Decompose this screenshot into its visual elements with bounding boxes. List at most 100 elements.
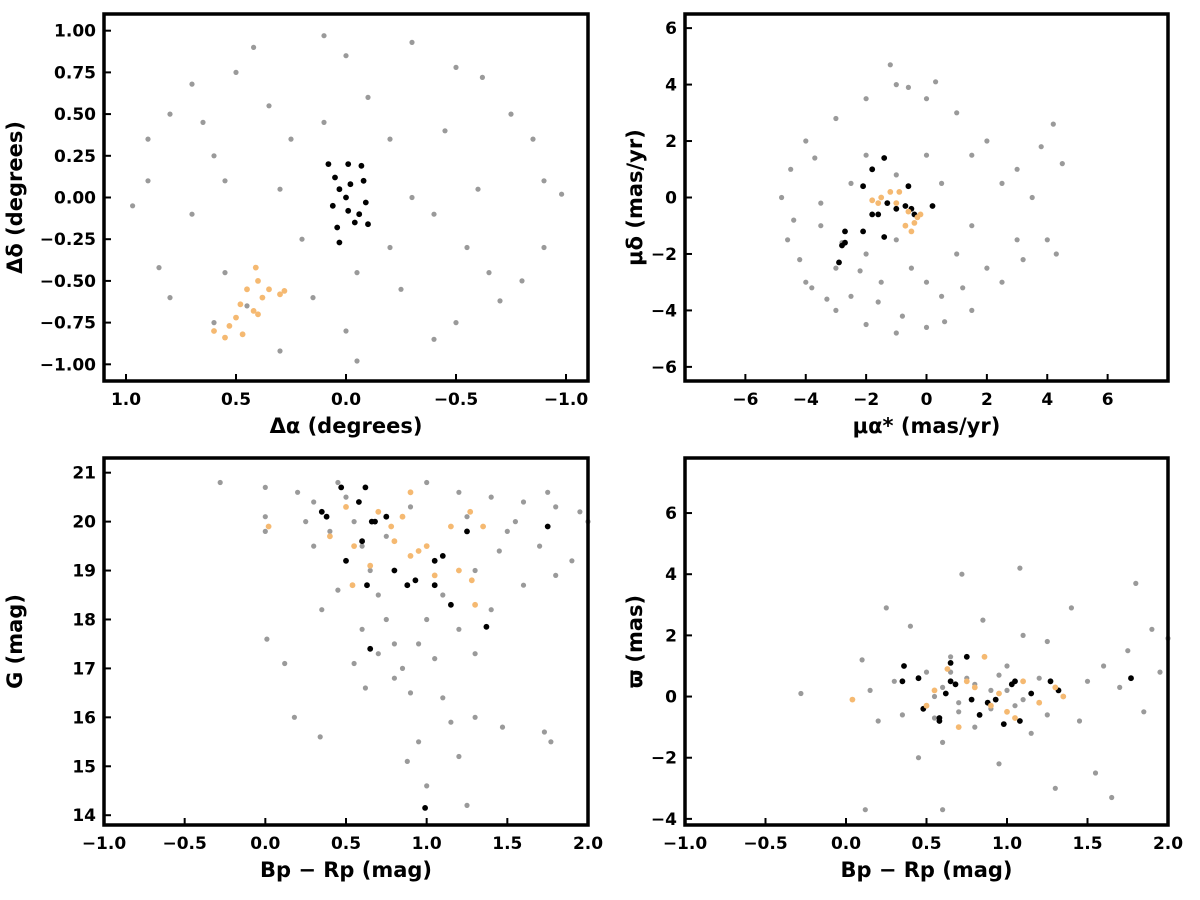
data-point (1014, 166, 1020, 172)
data-point (1000, 721, 1007, 727)
data-point (940, 807, 946, 813)
panel-sky-positions: 1.0 0.5 0.0 −0.5 −1.0 1.00 0.75 0.50 0.25 0.00 −0.… (3, 12, 590, 438)
data-point (189, 81, 195, 87)
data-point (295, 489, 301, 495)
x-tick-label: 0.0 (250, 834, 280, 854)
data-point (905, 208, 912, 215)
data-point (464, 244, 470, 251)
data-point (1059, 161, 1065, 167)
data-point (833, 115, 839, 122)
data-point (343, 194, 349, 201)
data-point (569, 558, 575, 564)
data-point (440, 695, 446, 701)
data-point (480, 523, 486, 530)
y-tick-label: 14 (72, 806, 96, 826)
data-point (545, 489, 551, 495)
plot-frame (683, 456, 1170, 827)
data-point (310, 295, 316, 301)
data-point (848, 293, 854, 299)
data-point (519, 278, 525, 284)
data-point (222, 270, 228, 276)
data-point (1038, 144, 1044, 150)
data-point (893, 82, 899, 88)
series-0 (130, 33, 565, 364)
y-tick-label: 21 (72, 464, 96, 484)
x-axis-label: Δα (degrees) (270, 414, 423, 438)
x-tick-label: 2.0 (1153, 834, 1183, 854)
data-point (472, 601, 478, 608)
data-point (345, 207, 352, 214)
data-point (422, 805, 428, 811)
data-point (391, 675, 397, 681)
panel-parallax-color: −1.0 −0.5 0.0 0.5 1.0 1.5 2.0 6 4 2 0 −2 −4 Bp − Rp (… (623, 456, 1183, 882)
data-point (1044, 638, 1050, 645)
data-point (407, 553, 414, 559)
data-point (907, 623, 914, 629)
data-point (356, 499, 362, 505)
data-point (931, 715, 938, 721)
data-point (332, 174, 338, 181)
data-point (375, 592, 381, 598)
x-tick-label: 1.5 (492, 834, 522, 854)
data-point (360, 177, 367, 184)
data-point (456, 626, 462, 632)
data-point (917, 211, 924, 218)
data-point (440, 592, 446, 598)
data-point (1092, 770, 1099, 776)
data-point (1029, 194, 1035, 201)
data-point (1036, 699, 1043, 706)
data-point (383, 533, 389, 539)
data-point (431, 336, 437, 342)
x-tick-label: −1.0 (663, 834, 708, 854)
x-tick-label: 0.0 (331, 390, 361, 410)
data-point (955, 724, 962, 730)
data-point (857, 268, 863, 274)
data-point (931, 687, 938, 694)
data-point (145, 136, 151, 142)
data-point (362, 685, 368, 691)
x-tick-label: 0.5 (331, 834, 361, 854)
data-point (453, 64, 459, 70)
data-point (553, 572, 559, 579)
y-tick-label: 17 (72, 659, 96, 679)
data-point (902, 222, 909, 229)
data-point (233, 69, 239, 75)
data-point (211, 328, 217, 334)
data-point (881, 155, 888, 161)
data-point (860, 183, 866, 190)
data-point (237, 301, 244, 308)
data-point (375, 651, 381, 657)
data-point (976, 712, 983, 718)
data-point (899, 678, 906, 685)
data-point (407, 690, 414, 696)
data-point (944, 666, 951, 672)
x-tick-label: −2 (853, 390, 879, 410)
data-point (277, 186, 283, 192)
y-tick-label: 2 (665, 626, 677, 646)
data-point (908, 228, 915, 235)
data-point (281, 288, 288, 294)
data-point (896, 189, 903, 195)
data-point (244, 303, 250, 309)
data-point (345, 161, 352, 168)
data-point (351, 219, 358, 226)
data-point (367, 562, 374, 569)
data-point (323, 513, 330, 520)
data-point (488, 494, 494, 500)
data-point (996, 761, 1002, 767)
data-point (915, 675, 922, 682)
data-point (520, 499, 527, 505)
data-point (423, 543, 430, 549)
data-point (288, 136, 294, 142)
data-point (391, 641, 397, 647)
data-point (1052, 684, 1059, 691)
data-point (277, 348, 283, 354)
data-point (327, 533, 333, 540)
data-point (359, 543, 365, 549)
data-point (1117, 684, 1123, 691)
data-point (431, 557, 438, 564)
y-tick-label: 6 (665, 504, 677, 524)
data-point (980, 617, 986, 623)
y-tick-label: −6 (651, 358, 677, 378)
data-point (365, 94, 371, 100)
